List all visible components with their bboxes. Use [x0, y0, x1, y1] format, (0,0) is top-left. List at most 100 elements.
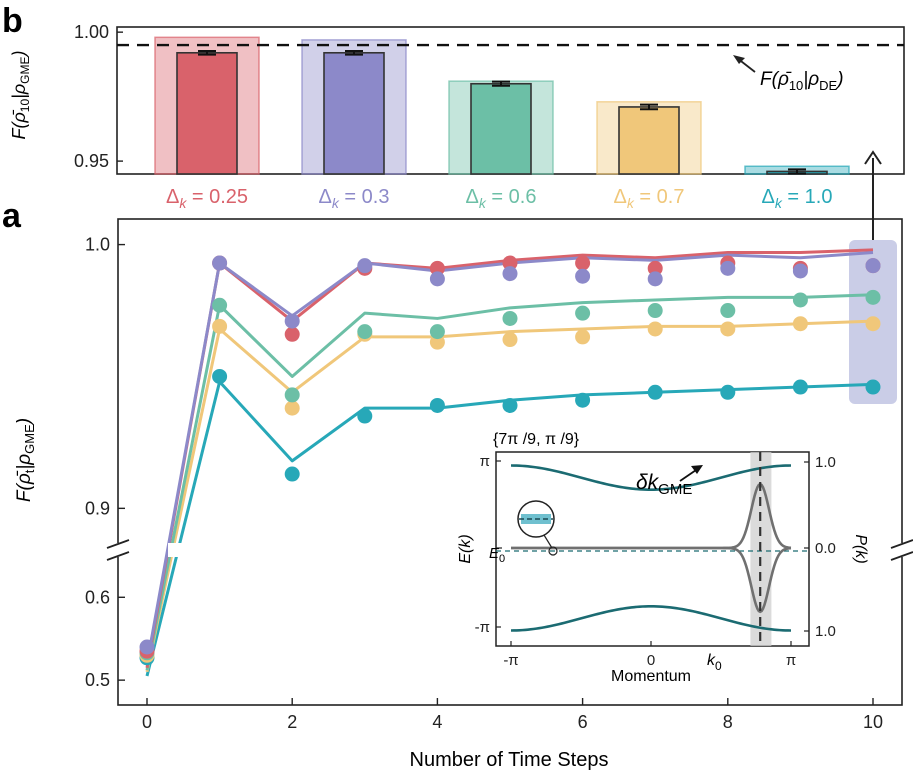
experiment-point-d06 [357, 324, 373, 340]
experiment-bar [323, 51, 385, 175]
category-label-value: = 0.6 [486, 186, 537, 208]
inset-frame [495, 451, 810, 647]
experiment-point-d07 [865, 316, 881, 332]
experiment-point-d10 [212, 368, 228, 384]
link-arrow-head [864, 150, 882, 165]
axis-break-gap [894, 543, 910, 557]
panel-a-ytick-label: 0.9 [85, 498, 110, 518]
panel-a-plot: 0 2 4 6 8 10 1.0 0.9 0.6 0.5 [85, 150, 913, 732]
panel-a-ylabel: F(ρ̄t|ρGME) [14, 418, 37, 502]
experiment-point-d06 [429, 324, 445, 340]
panel-a-ytick-label: 0.6 [85, 587, 110, 607]
experiment-point-d03 [212, 255, 228, 271]
experiment-point-d06 [865, 289, 881, 305]
inset-right-tick-label: 1.0 [815, 623, 836, 640]
panel-a-ylabel-main: F( [14, 483, 35, 503]
inset-e0-label: E0 [489, 545, 505, 565]
experiment-point-d07 [212, 318, 228, 334]
panel-a-xtick-label: 10 [863, 712, 883, 732]
category-label-value: = 1.0 [782, 186, 833, 208]
experiment-point-d03 [865, 258, 881, 274]
panel-b-ylabel-sub2: GME [18, 56, 32, 83]
inset-dk-arrowhead [691, 465, 703, 474]
inset-k0-label: k0 [707, 652, 722, 673]
inset-title: {7π /9, π /9} [493, 431, 580, 448]
experiment-point-d03 [429, 271, 445, 287]
panel-a-ylabel-sub: t [22, 469, 37, 473]
panel-b-ylabel: F(ρ̄10|ρGME) [9, 50, 32, 139]
experiment-point-d025 [502, 255, 518, 271]
inset-p-lower [511, 546, 792, 614]
experiment-point-d03 [720, 260, 736, 276]
experiment-point-d03 [502, 266, 518, 282]
experiment-point-d06 [720, 303, 736, 319]
experiment-point-d10 [502, 397, 518, 413]
theory-line-d06 [145, 293, 874, 671]
panel-b-ytick-label: 1.00 [74, 22, 109, 42]
category-label: Δk = 0.25 [166, 186, 248, 211]
inset-magnifier-pointer [543, 534, 553, 549]
experiment-point-d10 [429, 397, 445, 413]
category-label-value: = 0.3 [339, 186, 390, 208]
panel-a-xtick-label: 8 [723, 712, 733, 732]
experiment-point-d025 [647, 260, 663, 276]
category-label: Δk = 1.0 [762, 186, 833, 211]
inset-magnifier-target [548, 546, 558, 556]
category-label-sub: k [627, 195, 635, 211]
category-label-sub: k [332, 195, 340, 211]
experiment-point-d03 [357, 258, 373, 274]
inset-upper-band [510, 464, 792, 492]
panel-a-ylabel-end: ) [14, 418, 35, 426]
panel-b-ylabel-end: ) [9, 50, 29, 58]
panel-a-xlabel: Number of Time Steps [410, 749, 609, 771]
experiment-point-d06 [502, 310, 518, 326]
category-label-delta: Δ [466, 186, 479, 208]
category-label-delta: Δ [614, 186, 627, 208]
panel-a-letter: a [2, 197, 22, 235]
inset-left-tick-label: π [480, 453, 490, 470]
panel-b-ylabel-rho: ρ̄ [9, 109, 29, 123]
axis-break-mark [106, 551, 130, 561]
experiment-bar [470, 82, 532, 175]
experiment-point-d10 [575, 392, 591, 408]
reference-annotation: F(ρ̄10|ρDE) [733, 55, 844, 93]
experiment-bar [176, 51, 238, 175]
experiment-point-d06 [792, 292, 808, 308]
panel-a-xtick-label: 4 [432, 712, 442, 732]
inset-xtick-label: 0 [647, 652, 655, 669]
experiment-point-d03 [575, 268, 591, 284]
experiment-point-d07 [429, 334, 445, 350]
experiment-point-d03 [139, 639, 155, 655]
inset-xtick-label: π [786, 652, 796, 669]
panel-a-xtick-label: 0 [142, 712, 152, 732]
theory-line-d07 [145, 319, 874, 673]
panel-b-letter: b [2, 2, 23, 40]
experiment-point-d06 [575, 305, 591, 321]
panel-a-ylabel-mid: |ρ [14, 454, 35, 470]
inset-left-tick-label: -π [475, 619, 490, 636]
category-label-sub: k [179, 195, 187, 211]
panel-b-ylabel-mid: |ρ [9, 84, 29, 99]
category-label-value: = 0.25 [186, 186, 248, 208]
experiment-bar [618, 106, 680, 175]
svg-text:F(ρ̄10|ρGME): F(ρ̄10|ρGME) [9, 50, 32, 139]
experiment-point-d07 [284, 400, 300, 416]
inset: -π 0 π π -π 1.0 0.0 1.0 [475, 450, 836, 669]
experiment-point-d03 [284, 313, 300, 329]
experiment-point-d025 [575, 255, 591, 271]
panel-a-ylabel-sub2: GME [22, 424, 37, 454]
experiment-point-d07 [792, 316, 808, 332]
inset-xlabel: Momentum [611, 668, 691, 685]
panel-b-ylabel-main: F( [9, 121, 29, 140]
experiment-point-d06 [212, 297, 228, 313]
reference-arrowhead [733, 55, 745, 64]
experiment-point-d07 [502, 332, 518, 348]
experiment-point-d10 [357, 408, 373, 424]
experiment-point-d03 [792, 263, 808, 279]
panel-a-xtick-label: 6 [578, 712, 588, 732]
category-label: Δk = 0.6 [466, 186, 537, 211]
axis-break-mark [890, 539, 913, 549]
category-label-sub: k [479, 195, 487, 211]
